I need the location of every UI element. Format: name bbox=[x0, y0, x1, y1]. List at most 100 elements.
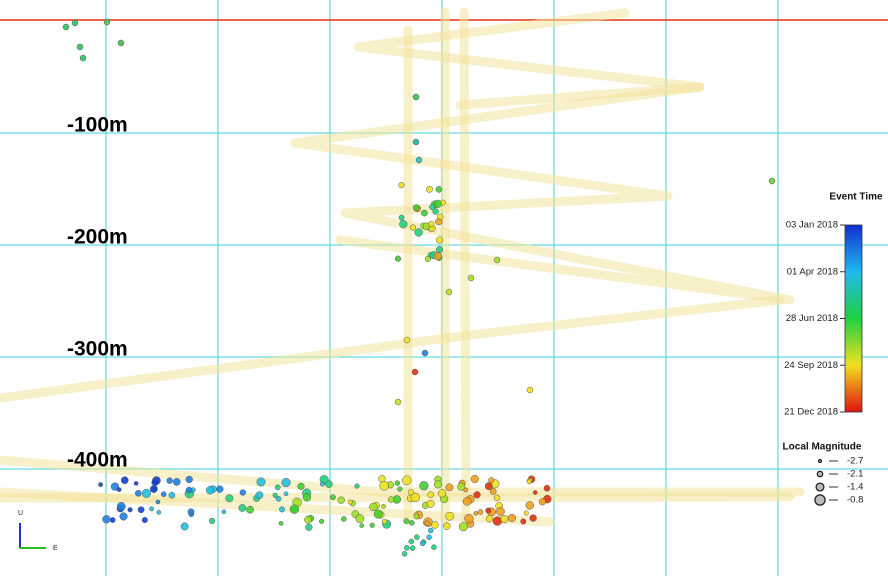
event bbox=[369, 522, 375, 528]
event bbox=[431, 521, 439, 529]
event bbox=[529, 514, 537, 522]
size-key bbox=[814, 494, 826, 506]
size-label: -2.1 bbox=[847, 469, 863, 480]
event bbox=[507, 513, 517, 523]
event bbox=[401, 551, 408, 557]
event bbox=[297, 482, 305, 490]
event bbox=[205, 486, 215, 495]
event bbox=[102, 515, 111, 524]
event bbox=[403, 518, 410, 525]
event bbox=[432, 208, 439, 215]
event bbox=[369, 502, 378, 512]
event bbox=[421, 349, 429, 357]
event bbox=[325, 480, 333, 488]
event bbox=[279, 506, 285, 513]
size-label: -2.7 bbox=[847, 456, 863, 467]
event bbox=[428, 527, 434, 534]
event bbox=[445, 288, 453, 296]
event bbox=[109, 517, 116, 523]
event bbox=[347, 499, 353, 505]
tick-label: 24 Sep 2018 bbox=[784, 360, 838, 371]
event bbox=[225, 494, 234, 503]
event bbox=[373, 509, 383, 519]
event bbox=[419, 540, 426, 547]
event-time-legend: Event Time 03 Jan 2018 01 Apr 2018 28 Jun … bbox=[784, 192, 883, 418]
event bbox=[156, 510, 162, 515]
event bbox=[381, 518, 388, 525]
event bbox=[473, 511, 479, 516]
event bbox=[116, 502, 126, 511]
event bbox=[467, 274, 475, 282]
event bbox=[500, 515, 509, 524]
event bbox=[187, 508, 195, 516]
event bbox=[433, 252, 442, 261]
event bbox=[141, 517, 148, 524]
axes-indicator: U E bbox=[18, 510, 58, 552]
event bbox=[238, 504, 247, 512]
event bbox=[543, 484, 551, 492]
event bbox=[414, 228, 423, 237]
event bbox=[425, 185, 433, 193]
event bbox=[341, 516, 347, 522]
event bbox=[409, 520, 415, 526]
tunnels bbox=[0, 7, 805, 527]
event bbox=[354, 483, 360, 489]
event bbox=[168, 491, 176, 499]
event bbox=[120, 476, 129, 485]
event bbox=[437, 489, 447, 498]
event bbox=[149, 485, 158, 493]
event bbox=[180, 522, 189, 531]
event bbox=[398, 214, 405, 221]
event bbox=[462, 497, 472, 506]
event bbox=[359, 523, 365, 528]
event bbox=[429, 203, 436, 211]
event bbox=[485, 515, 494, 523]
event bbox=[172, 478, 181, 486]
event bbox=[394, 255, 402, 262]
axis-letter: U bbox=[18, 510, 23, 517]
event bbox=[149, 506, 155, 512]
event bbox=[209, 517, 216, 524]
event bbox=[160, 491, 167, 497]
event bbox=[526, 386, 534, 394]
size-label: -1.4 bbox=[847, 482, 863, 493]
event bbox=[485, 507, 492, 514]
event bbox=[409, 545, 416, 551]
event bbox=[525, 501, 534, 510]
event bbox=[133, 481, 139, 486]
event bbox=[435, 246, 444, 254]
event bbox=[305, 523, 313, 531]
event bbox=[98, 482, 103, 487]
size-label: -0.8 bbox=[847, 495, 863, 506]
event bbox=[426, 499, 435, 508]
event bbox=[433, 480, 443, 489]
event bbox=[412, 138, 420, 146]
event bbox=[116, 487, 122, 492]
event bbox=[473, 491, 481, 499]
event bbox=[399, 220, 408, 229]
event bbox=[330, 494, 336, 501]
event bbox=[458, 522, 469, 532]
event bbox=[221, 509, 227, 515]
tick-label: 21 Dec 2018 bbox=[784, 407, 838, 418]
event bbox=[119, 512, 128, 521]
size-key bbox=[816, 470, 824, 478]
event bbox=[421, 209, 428, 217]
event bbox=[272, 492, 278, 498]
event bbox=[413, 513, 420, 520]
event bbox=[355, 514, 365, 523]
event bbox=[435, 236, 444, 244]
event bbox=[403, 336, 411, 344]
event bbox=[493, 256, 501, 264]
event bbox=[437, 213, 444, 220]
event bbox=[185, 475, 193, 484]
event bbox=[402, 475, 412, 485]
depth-label: -400m bbox=[67, 449, 128, 472]
event bbox=[493, 494, 501, 502]
event bbox=[433, 199, 442, 208]
event bbox=[409, 224, 417, 231]
event bbox=[410, 492, 420, 503]
event bbox=[246, 505, 254, 514]
event bbox=[134, 489, 142, 497]
event bbox=[337, 496, 345, 504]
